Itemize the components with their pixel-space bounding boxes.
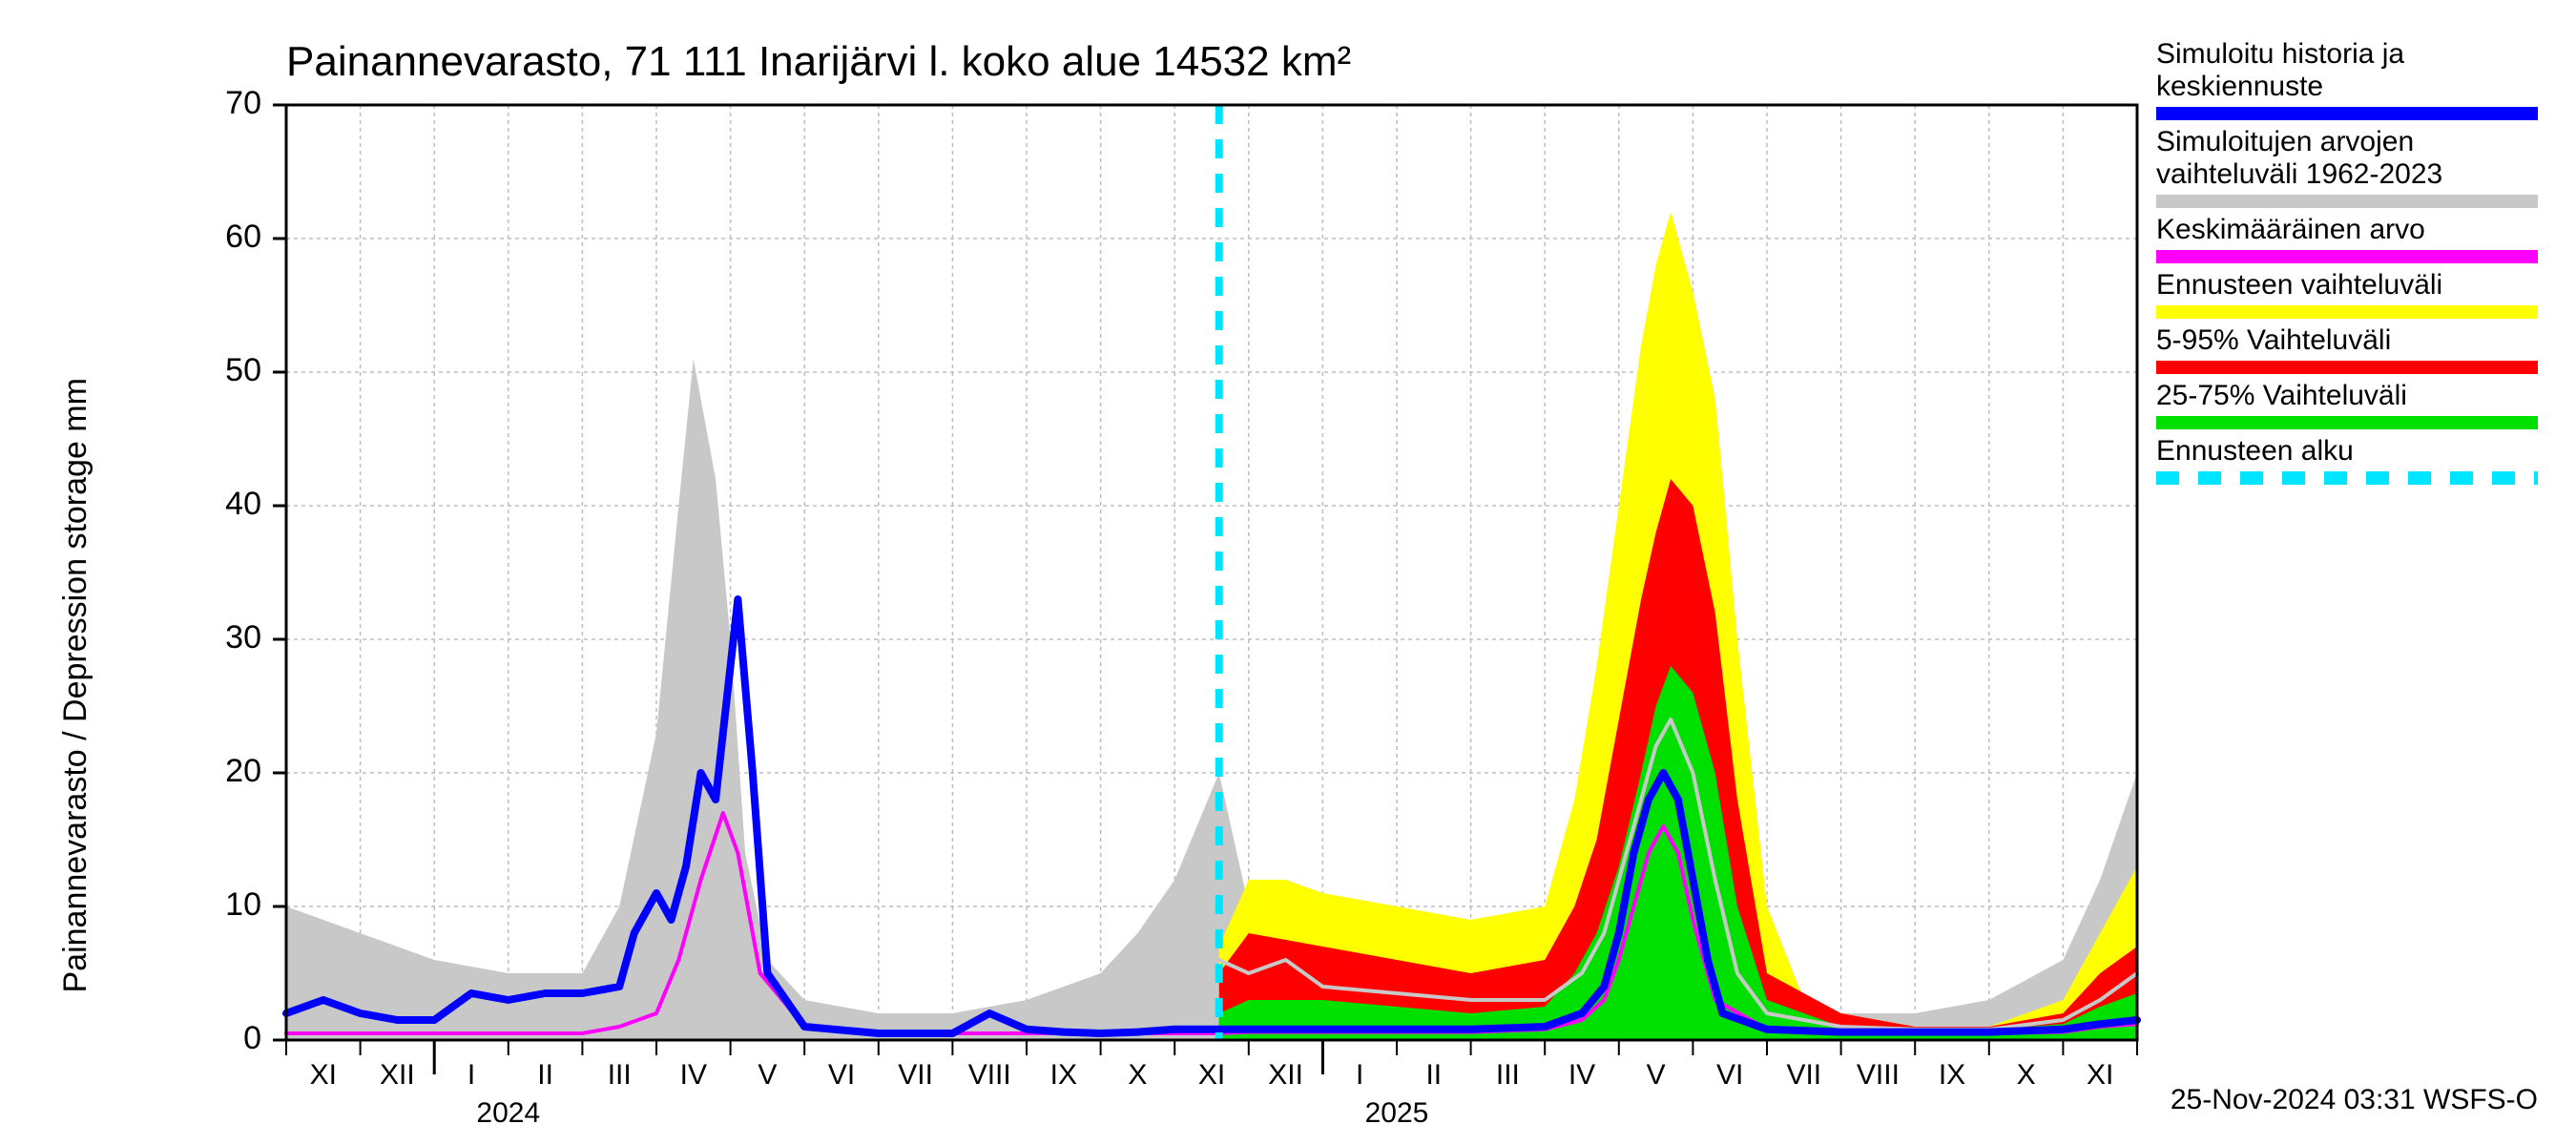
svg-text:10: 10: [225, 886, 261, 923]
legend-label: Ennusteen alku: [2156, 435, 2538, 468]
legend-label: Simuloitujen arvojen vaihteluväli 1962-2…: [2156, 126, 2538, 191]
svg-text:60: 60: [225, 219, 261, 255]
y-axis-label: Painannevarasto / Depression storage mm: [57, 378, 94, 992]
chart-title: Painannevarasto, 71 111 Inarijärvi l. ko…: [286, 38, 1351, 86]
svg-text:2024: 2024: [476, 1097, 540, 1129]
legend-item: 5-95% Vaihteluväli: [2156, 324, 2538, 374]
svg-text:50: 50: [225, 352, 261, 388]
svg-text:20: 20: [225, 753, 261, 789]
footer-timestamp: 25-Nov-2024 03:31 WSFS-O: [2171, 1084, 2538, 1116]
legend-item: Ennusteen alku: [2156, 435, 2538, 485]
svg-text:III: III: [1496, 1059, 1520, 1091]
legend-swatch: [2156, 195, 2538, 208]
svg-text:I: I: [467, 1059, 475, 1091]
legend-item: Keskimääräinen arvo: [2156, 214, 2538, 263]
svg-text:0: 0: [243, 1020, 261, 1056]
svg-text:VII: VII: [898, 1059, 933, 1091]
svg-text:V: V: [758, 1059, 777, 1091]
svg-text:IV: IV: [1568, 1059, 1595, 1091]
legend-item: Simuloitujen arvojen vaihteluväli 1962-2…: [2156, 126, 2538, 208]
svg-text:70: 70: [225, 85, 261, 121]
svg-text:XI: XI: [1198, 1059, 1225, 1091]
svg-text:VIII: VIII: [968, 1059, 1011, 1091]
svg-text:2025: 2025: [1365, 1097, 1429, 1129]
svg-text:40: 40: [225, 486, 261, 522]
legend-label: 25-75% Vaihteluväli: [2156, 380, 2538, 412]
legend-swatch: [2156, 250, 2538, 263]
legend: Simuloitu historia ja keskiennuste Simulo…: [2156, 38, 2538, 490]
legend-swatch: [2156, 471, 2538, 485]
svg-text:II: II: [537, 1059, 553, 1091]
legend-item: Simuloitu historia ja keskiennuste: [2156, 38, 2538, 120]
svg-text:VI: VI: [1716, 1059, 1743, 1091]
legend-label: Ennusteen vaihteluväli: [2156, 269, 2538, 302]
legend-label: Simuloitu historia ja keskiennuste: [2156, 38, 2538, 103]
legend-swatch: [2156, 305, 2538, 319]
depression-storage-chart: Painannevarasto, 71 111 Inarijärvi l. ko…: [0, 0, 2576, 1145]
svg-text:XI: XI: [2087, 1059, 2113, 1091]
svg-text:V: V: [1647, 1059, 1666, 1091]
svg-text:IX: IX: [1939, 1059, 1965, 1091]
svg-text:VII: VII: [1786, 1059, 1821, 1091]
svg-text:III: III: [608, 1059, 632, 1091]
svg-text:VIII: VIII: [1857, 1059, 1900, 1091]
svg-text:30: 30: [225, 619, 261, 656]
legend-swatch: [2156, 107, 2538, 120]
svg-text:IV: IV: [680, 1059, 707, 1091]
svg-text:I: I: [1356, 1059, 1363, 1091]
svg-text:XI: XI: [310, 1059, 337, 1091]
svg-text:XII: XII: [380, 1059, 415, 1091]
svg-text:X: X: [1128, 1059, 1147, 1091]
legend-item: 25-75% Vaihteluväli: [2156, 380, 2538, 429]
svg-text:II: II: [1425, 1059, 1442, 1091]
legend-label: 5-95% Vaihteluväli: [2156, 324, 2538, 357]
svg-text:VI: VI: [828, 1059, 855, 1091]
legend-item: Ennusteen vaihteluväli: [2156, 269, 2538, 319]
legend-swatch: [2156, 361, 2538, 374]
svg-text:XII: XII: [1268, 1059, 1303, 1091]
legend-label: Keskimääräinen arvo: [2156, 214, 2538, 246]
svg-text:IX: IX: [1050, 1059, 1077, 1091]
svg-text:X: X: [2017, 1059, 2036, 1091]
legend-swatch: [2156, 416, 2538, 429]
